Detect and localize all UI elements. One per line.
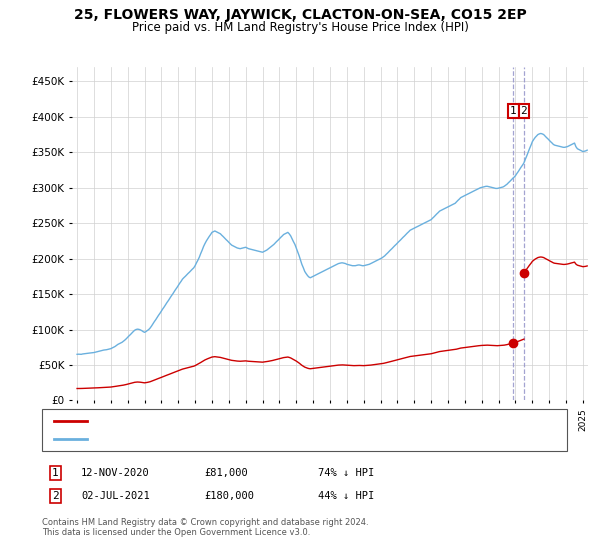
Text: 25, FLOWERS WAY, JAYWICK, CLACTON-ON-SEA, CO15 2EP (detached house): 25, FLOWERS WAY, JAYWICK, CLACTON-ON-SEA…	[96, 416, 470, 426]
Text: £81,000: £81,000	[204, 468, 248, 478]
Text: 25, FLOWERS WAY, JAYWICK, CLACTON-ON-SEA, CO15 2EP: 25, FLOWERS WAY, JAYWICK, CLACTON-ON-SEA…	[74, 8, 526, 22]
Text: 12-NOV-2020: 12-NOV-2020	[81, 468, 150, 478]
Text: 2: 2	[521, 106, 527, 116]
Text: £180,000: £180,000	[204, 491, 254, 501]
Text: Price paid vs. HM Land Registry's House Price Index (HPI): Price paid vs. HM Land Registry's House …	[131, 21, 469, 34]
Text: Contains HM Land Registry data © Crown copyright and database right 2024.
This d: Contains HM Land Registry data © Crown c…	[42, 518, 368, 538]
Text: 44% ↓ HPI: 44% ↓ HPI	[318, 491, 374, 501]
Text: 1: 1	[510, 106, 517, 116]
Text: HPI: Average price, detached house, Tendring: HPI: Average price, detached house, Tend…	[96, 434, 319, 444]
Text: 74% ↓ HPI: 74% ↓ HPI	[318, 468, 374, 478]
Text: 2: 2	[52, 491, 59, 501]
Text: 1: 1	[52, 468, 59, 478]
Text: 02-JUL-2021: 02-JUL-2021	[81, 491, 150, 501]
